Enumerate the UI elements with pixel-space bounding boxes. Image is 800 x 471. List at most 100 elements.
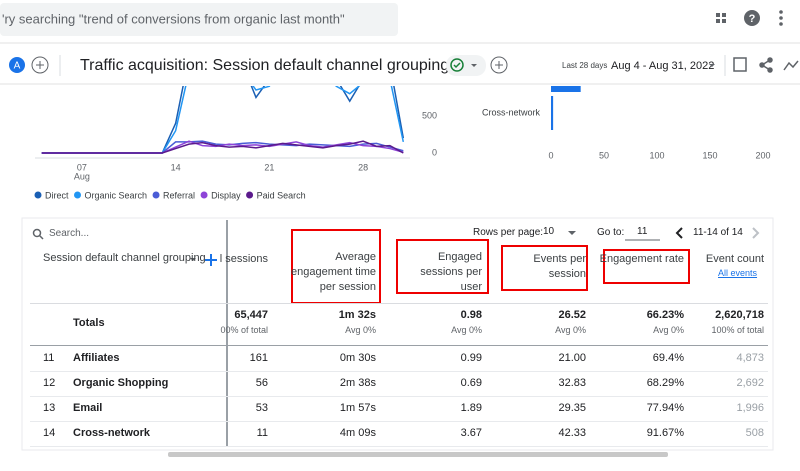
search-box[interactable] xyxy=(0,3,398,36)
table-search[interactable]: Search... xyxy=(49,228,90,239)
row-cell: 77.94% xyxy=(646,402,684,414)
share-icon[interactable] xyxy=(759,57,773,73)
add-button[interactable] xyxy=(490,56,508,74)
column-header: Average engagement time per session xyxy=(291,251,376,293)
totals-label: Totals xyxy=(73,317,105,329)
line-chart: 07 14 21 28 Aug 0 500 Direct Organic Search Refer… xyxy=(34,86,437,200)
column-header: Engagement rate xyxy=(599,253,684,265)
plus-glyph xyxy=(36,61,44,69)
x-tick-label: 07 xyxy=(77,162,87,172)
help-glyph: ? xyxy=(749,13,756,25)
search-icon xyxy=(32,228,42,238)
column-header: Events per session xyxy=(533,253,586,280)
legend-marker xyxy=(34,191,42,199)
more-icon[interactable] xyxy=(779,10,783,26)
row-separator xyxy=(30,396,768,397)
row-cell: 69.4% xyxy=(652,352,684,364)
row-separator xyxy=(30,371,768,372)
date-range[interactable]: Aug 4 - Aug 31, 2022 xyxy=(611,60,714,72)
row-cell: 508 xyxy=(745,427,764,439)
x-tick-label: 0 xyxy=(548,150,553,160)
legend-label: Direct xyxy=(45,190,69,200)
x-tick-label: 21 xyxy=(264,162,274,172)
x-tick-label: 100 xyxy=(649,150,664,160)
highlight-box xyxy=(501,245,588,291)
row-cell: 2m 38s xyxy=(339,377,376,389)
x-tick-label: 150 xyxy=(702,150,717,160)
y-tick-label: 0 xyxy=(432,147,437,157)
row-separator xyxy=(30,421,768,422)
column-header: Event count xyxy=(705,253,764,265)
series-line xyxy=(41,140,404,154)
total-value: 66.23% xyxy=(646,309,684,321)
x-tick-label: 200 xyxy=(755,150,770,160)
highlight-box xyxy=(396,239,489,294)
x-tick-label: 14 xyxy=(171,162,181,172)
status-chip[interactable] xyxy=(446,55,486,76)
row-cell: 2,692 xyxy=(736,377,764,389)
row-cell: 4,873 xyxy=(736,352,764,364)
x-sublabel: Aug xyxy=(74,171,90,181)
total-value: 0.98 xyxy=(460,309,482,321)
add-comparison[interactable] xyxy=(31,56,49,74)
legend-label: Display xyxy=(211,190,241,200)
avatar[interactable] xyxy=(9,57,25,73)
row-cell: 32.83 xyxy=(558,377,586,389)
row-separator xyxy=(30,345,768,346)
row-dimension: Affiliates xyxy=(73,352,120,364)
goto-label: Go to: xyxy=(597,227,625,238)
total-sub: Avg 0% xyxy=(653,325,684,335)
next-page[interactable] xyxy=(752,227,760,239)
column-header: l sessions xyxy=(219,253,268,265)
row-cell: 56 xyxy=(255,377,268,389)
row-cell: 4m 09s xyxy=(339,427,376,439)
date-dropdown[interactable] xyxy=(709,64,715,67)
range-label: Last 28 days xyxy=(562,61,607,70)
customize-icon[interactable] xyxy=(733,57,747,72)
total-value: 1m 32s xyxy=(338,309,376,321)
goto-input[interactable]: 11 xyxy=(637,226,648,237)
search-placeholder[interactable]: 'ry searching "trend of conversions from… xyxy=(2,11,345,26)
row-cell: 0m 30s xyxy=(339,352,376,364)
rows-per-page[interactable]: 10 xyxy=(543,226,555,237)
check-mark xyxy=(453,62,461,69)
legend-label: Referral xyxy=(163,190,195,200)
row-cell: 3.67 xyxy=(460,427,482,439)
dimension-header: Session default channel grouping xyxy=(43,252,206,264)
x-tick-label: 50 xyxy=(599,150,609,160)
insights-icon[interactable] xyxy=(783,60,799,71)
highlight-box xyxy=(603,249,690,284)
bar xyxy=(551,96,554,130)
row-cell: 1.89 xyxy=(460,402,482,414)
rows-dropdown[interactable] xyxy=(568,231,576,235)
apps-icon[interactable] xyxy=(716,13,726,23)
help-icon[interactable] xyxy=(744,10,760,26)
prev-page[interactable] xyxy=(675,227,683,239)
row-cell: 68.29% xyxy=(646,377,684,389)
row-dimension: Cross-network xyxy=(73,427,151,439)
rows-per-page-label: Rows per page: xyxy=(473,227,544,238)
row-cell: 91.67% xyxy=(646,427,684,439)
row-cell: 0.99 xyxy=(460,352,482,364)
event-filter: All events xyxy=(718,268,758,278)
row-index: 14 xyxy=(43,427,56,439)
scrollbar[interactable] xyxy=(168,452,668,457)
avatar-letter: A xyxy=(14,61,21,72)
row-separator xyxy=(30,446,768,447)
total-sub: Avg 0% xyxy=(345,325,376,335)
column-header: Engaged sessions per user xyxy=(420,251,482,293)
total-sub: Avg 0% xyxy=(555,325,586,335)
row-index: 11 xyxy=(43,352,55,364)
bar-chart: 0 50 100 150 200 Cross-network xyxy=(482,86,771,160)
page-title: Traffic acquisition: Session default cha… xyxy=(80,57,449,74)
add-dimension[interactable] xyxy=(205,254,217,266)
table-frame xyxy=(21,217,774,451)
plus-glyph xyxy=(495,61,503,69)
dropdown-arrow xyxy=(471,64,477,67)
legend-marker xyxy=(246,191,254,199)
dimension-dropdown[interactable] xyxy=(190,258,196,261)
total-sub: 100% of total xyxy=(711,325,764,335)
total-value: 65,447 xyxy=(234,309,268,321)
